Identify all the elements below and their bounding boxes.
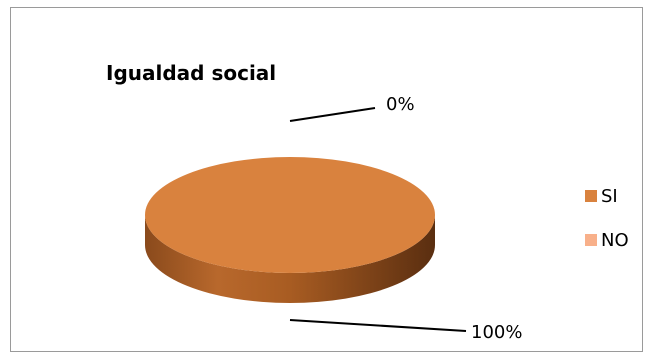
legend-swatch-no xyxy=(585,234,597,246)
data-label-si: 100% xyxy=(471,322,522,343)
data-label-no: 0% xyxy=(386,94,415,115)
chart-title: Igualdad social xyxy=(106,61,276,85)
pie-slice-si xyxy=(145,157,435,273)
legend-swatch-si xyxy=(585,190,597,202)
data-labels: 100% 0% xyxy=(289,94,522,343)
legend-label-no: NO xyxy=(601,230,629,251)
pie-slice-side-si xyxy=(145,215,435,303)
legend: SI NO xyxy=(585,186,629,251)
pie-slices xyxy=(145,157,435,303)
leader-line-si xyxy=(289,319,467,332)
leader-line-no xyxy=(289,107,376,122)
legend-label-si: SI xyxy=(601,186,618,207)
